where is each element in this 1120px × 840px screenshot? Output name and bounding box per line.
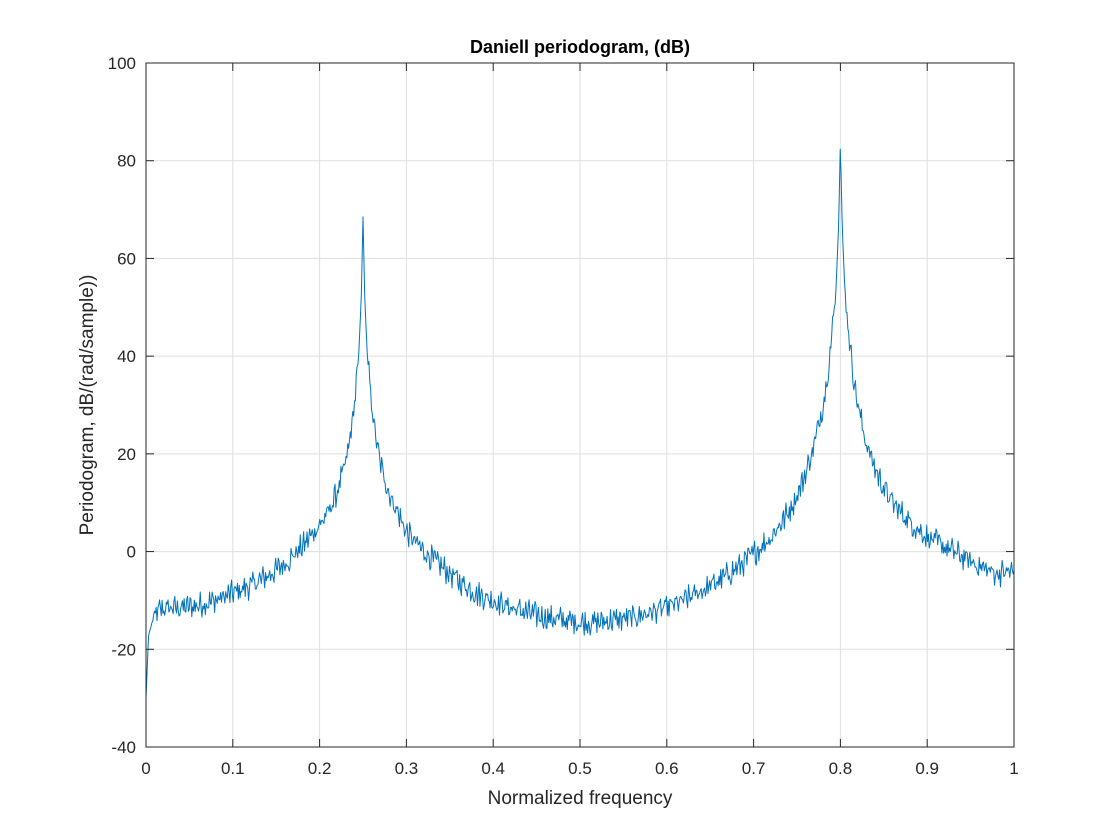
y-tick-label: -40 bbox=[111, 738, 136, 757]
tick-labels: 0 0.1 0.2 0.3 0.4 0.5 0.6 0.7 0.8 0.9 1 -40 -20 0 20 40… bbox=[108, 54, 1019, 778]
y-tick-label: -20 bbox=[111, 640, 136, 659]
series-line bbox=[145, 148, 1015, 699]
y-tick-label: 0 bbox=[127, 543, 136, 562]
x-axis-label: Normalized frequency bbox=[488, 788, 673, 809]
y-tick-label: 20 bbox=[117, 445, 136, 464]
y-tick-label: 60 bbox=[117, 249, 136, 268]
y-tick-label: 40 bbox=[117, 347, 136, 366]
x-tick-label: 1 bbox=[1009, 759, 1018, 778]
ticks bbox=[145, 62, 1015, 748]
series-group bbox=[145, 148, 1015, 699]
x-tick-label: 0.6 bbox=[655, 759, 679, 778]
y-tick-label: 100 bbox=[108, 54, 136, 73]
x-tick-label: 0.1 bbox=[221, 759, 245, 778]
x-tick-label: 0.5 bbox=[568, 759, 592, 778]
x-tick-label: 0.4 bbox=[481, 759, 505, 778]
x-tick-label: 0.9 bbox=[915, 759, 939, 778]
y-axis-label: Periodogram, dB/(rad/sample)) bbox=[77, 275, 98, 536]
y-tick-label: 80 bbox=[117, 152, 136, 171]
x-tick-label: 0.3 bbox=[395, 759, 419, 778]
chart-title: Daniell periodogram, (dB) bbox=[470, 37, 690, 57]
x-tick-label: 0.7 bbox=[742, 759, 766, 778]
x-tick-label: 0 bbox=[141, 759, 150, 778]
x-tick-label: 0.2 bbox=[308, 759, 332, 778]
x-tick-label: 0.8 bbox=[829, 759, 853, 778]
